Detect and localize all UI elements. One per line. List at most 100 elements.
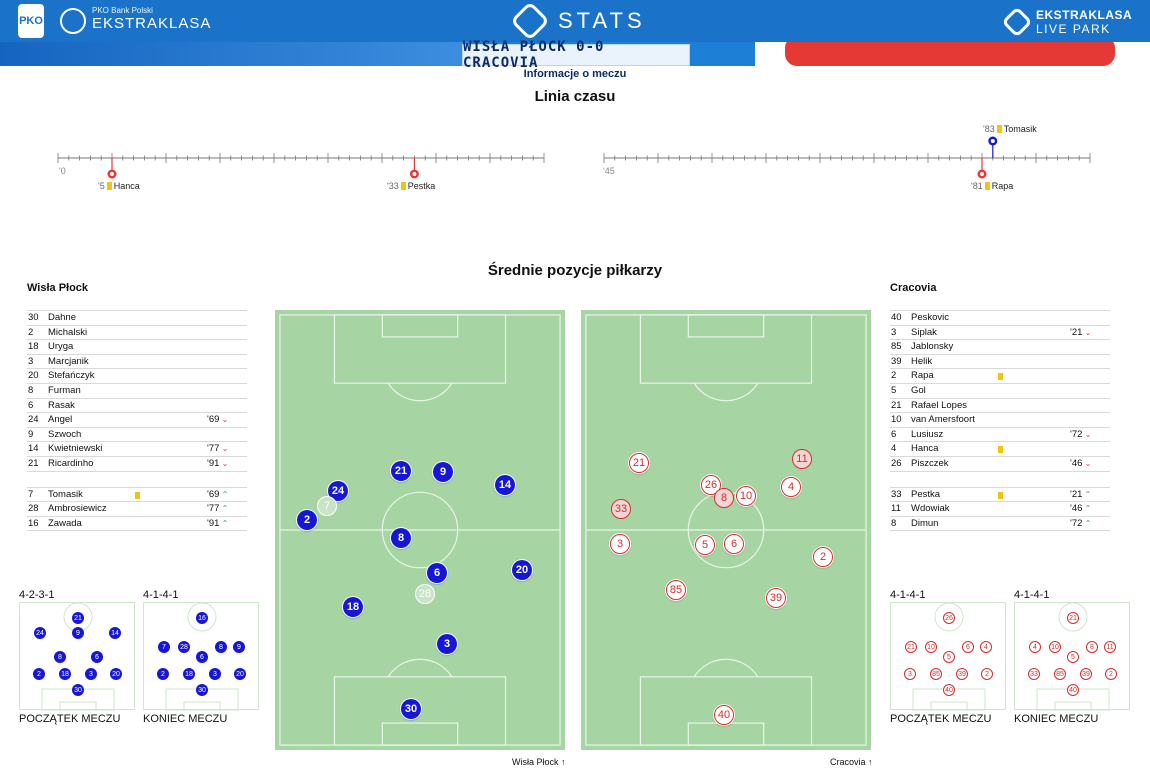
player-row[interactable]: 16 Zawada '91 ⌃ (27, 517, 247, 532)
player-name: Angel (48, 414, 73, 426)
player-row[interactable]: 2 Michalski (27, 326, 247, 341)
player-number: 21 (28, 457, 39, 469)
player-position-dot[interactable]: 3 (610, 534, 630, 554)
player-row[interactable]: 3 Siplak '21 ⌄ (890, 326, 1110, 341)
player-row[interactable]: 3 Marcjanik (27, 355, 247, 370)
player-row[interactable]: 18 Uryga (27, 340, 247, 355)
player-row[interactable]: 4 Hanca (890, 442, 1110, 457)
player-row[interactable]: 11 Wdowiak '46 ⌃ (890, 502, 1110, 517)
player-row[interactable]: 7 Tomasik '69 ⌃ (27, 488, 247, 503)
bank-name: PKO Bank Polski (92, 6, 153, 15)
player-row[interactable]: 10 van Amersfoort (890, 413, 1110, 428)
player-row[interactable]: 5 Gol (890, 384, 1110, 399)
player-number: 6 (28, 399, 34, 411)
away-end-caption: KONIEC MECZU (1014, 713, 1099, 725)
home-pitch: 21 9 14 24 7 2 8 6 20 28 18 3 30 (275, 310, 565, 750)
formation-player-dot: 3 (85, 668, 97, 680)
score-title: WISŁA PŁOCK 0-0 CRACOVIA (462, 39, 690, 71)
livepark-logo[interactable]: EKSTRAKLASA LIVE PARK (1001, 6, 1132, 38)
event-pestka[interactable]: '33 Pestka (387, 181, 436, 191)
player-position-dot[interactable]: 2 (297, 510, 317, 530)
player-position-dot[interactable]: 33 (611, 499, 631, 519)
player-row[interactable]: 33 Pestka '21 ⌃ (890, 488, 1110, 503)
match-info-link[interactable]: Informacje o meczu (523, 68, 627, 80)
yellow-card-icon (106, 182, 112, 190)
yellow-card-icon (998, 373, 1003, 381)
player-position-dot[interactable]: 10 (736, 486, 756, 506)
player-position-dot[interactable]: 40 (714, 705, 734, 725)
player-row[interactable]: 21 Ricardinho '91 ⌄ (27, 457, 247, 472)
player-row[interactable]: 14 Kwietniewski '77 ⌄ (27, 442, 247, 457)
player-number: 2 (28, 326, 34, 338)
player-position-dot[interactable]: 30 (401, 699, 421, 719)
player-position-dot[interactable]: 4 (781, 477, 801, 497)
formation-player-dot: 5 (1067, 651, 1079, 663)
event-tomasik[interactable]: '83 Tomasik (983, 124, 1037, 134)
formation-player-dot: 24 (34, 627, 46, 639)
player-position-dot[interactable]: 2 (813, 547, 833, 567)
player-row[interactable]: 21 Rafael Lopes (890, 399, 1110, 414)
player-position-dot[interactable]: 11 (792, 449, 812, 469)
formation-player-dot: 20 (234, 668, 246, 680)
substitution-minute: '77 ⌄ (207, 443, 229, 455)
player-position-dot[interactable]: 8 (391, 528, 411, 548)
player-number: 30 (28, 312, 39, 323)
stats-label: STATS (558, 8, 646, 33)
player-row[interactable]: 8 Dimun '72 ⌃ (890, 517, 1110, 532)
player-row[interactable]: 28 Ambrosiewicz '77 ⌃ (27, 502, 247, 517)
player-name: Furman (48, 384, 81, 396)
player-position-dot[interactable]: 28 (415, 584, 435, 604)
sub-out-icon: ⌄ (219, 458, 229, 468)
formation-player-dot: 21 (1067, 612, 1079, 624)
yellow-card-icon (998, 491, 1003, 499)
player-row[interactable]: 6 Lusiusz '72 ⌄ (890, 428, 1110, 443)
player-row[interactable]: 20 Stefańczyk (27, 369, 247, 384)
sub-out-icon: ⌄ (219, 444, 229, 454)
player-row[interactable]: 85 Jablonsky (890, 340, 1110, 355)
player-position-dot[interactable]: 3 (437, 634, 457, 654)
player-position-dot[interactable]: 85 (666, 580, 686, 600)
player-row[interactable]: 39 Helik (890, 355, 1110, 370)
ekstraklasa-logo-text: PKO Bank Polski EKSTRAKLASA (92, 6, 211, 32)
player-position-dot[interactable]: 20 (512, 560, 532, 580)
player-position-dot[interactable]: 21 (391, 461, 411, 481)
player-row[interactable]: 26 Piszczek '46 ⌄ (890, 457, 1110, 472)
player-number: 28 (28, 503, 39, 515)
player-position-dot[interactable]: 8 (714, 488, 734, 508)
player-position-dot[interactable]: 21 (629, 453, 649, 473)
player-row[interactable]: 9 Szwoch (27, 428, 247, 443)
formation-player-dot: 40 (1067, 684, 1079, 696)
player-number: 14 (28, 443, 39, 455)
player-position-dot[interactable]: 9 (433, 462, 453, 482)
player-row[interactable]: 8 Furman (27, 384, 247, 399)
formation-player-dot: 10 (1049, 641, 1061, 653)
player-position-dot[interactable]: 14 (495, 475, 515, 495)
substitution-minute: '69 ⌃ (207, 488, 229, 500)
formation-player-dot: 4 (1029, 641, 1041, 653)
player-position-dot[interactable]: 24 (328, 481, 348, 501)
substitution-minute: '69 ⌄ (207, 414, 229, 426)
yellow-card-icon (998, 446, 1003, 454)
player-row[interactable]: 40 Peskovic (890, 311, 1110, 326)
stats-logo[interactable]: STATS (510, 1, 646, 41)
player-row[interactable]: 24 Angel '69 ⌄ (27, 413, 247, 428)
player-row[interactable]: 30 Dahne (27, 311, 247, 326)
player-position-dot[interactable]: 7 (317, 496, 337, 516)
event-rapa[interactable]: '81 Rapa (971, 181, 1014, 191)
player-number: 40 (891, 312, 902, 323)
player-position-dot[interactable]: 5 (695, 535, 715, 555)
player-row[interactable]: 2 Rapa (890, 369, 1110, 384)
substitution-minute: '91 ⌃ (207, 517, 229, 529)
event-hanca[interactable]: '5 Hanca (98, 181, 140, 191)
home-team-name: Wisła Płock (27, 282, 89, 294)
player-row[interactable]: 6 Rasak (27, 399, 247, 414)
substitution-minute: '72 ⌄ (1070, 428, 1092, 440)
player-position-dot[interactable]: 18 (343, 597, 363, 617)
player-position-dot[interactable]: 6 (724, 534, 744, 554)
player-number: 85 (891, 341, 902, 353)
player-name: Gol (911, 384, 926, 396)
player-name: Michalski (48, 326, 88, 338)
player-position-dot[interactable]: 39 (766, 588, 786, 608)
formation-player-dot: 6 (91, 651, 103, 663)
player-position-dot[interactable]: 6 (427, 563, 447, 583)
